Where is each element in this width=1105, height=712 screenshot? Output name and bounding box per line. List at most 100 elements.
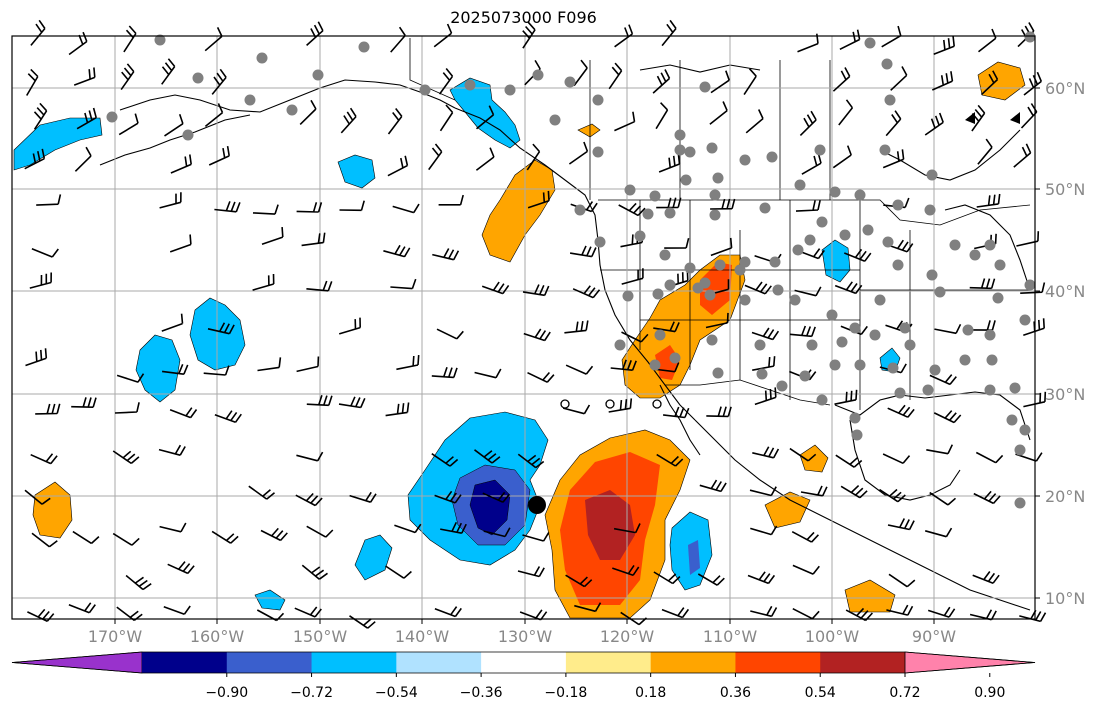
station-dot xyxy=(899,322,911,334)
blue-area-small-south xyxy=(354,534,393,581)
colorbar-segment xyxy=(142,652,228,673)
wind-barb xyxy=(747,571,776,585)
wind-barb xyxy=(933,410,962,424)
wind-barb xyxy=(792,607,820,620)
orange-area-gulf-of-california xyxy=(764,491,811,529)
lon-label-160w: 160°W xyxy=(190,627,245,646)
wind-barb xyxy=(929,491,957,506)
wind-barb xyxy=(834,389,858,405)
station-dot xyxy=(854,189,866,201)
wind-barb xyxy=(306,395,333,407)
station-dot xyxy=(594,236,606,248)
colorbar-tick-label: 0.18 xyxy=(635,685,666,701)
wind-barb xyxy=(749,486,777,497)
wind-barb xyxy=(750,525,778,536)
wind-barb xyxy=(74,146,92,172)
wind-barb xyxy=(169,407,198,419)
wind-barb xyxy=(306,280,333,292)
wind-barb xyxy=(31,532,58,548)
station-dot xyxy=(984,384,996,396)
wind-barb xyxy=(338,396,366,409)
wind-barb xyxy=(125,574,152,591)
wind-barb xyxy=(436,328,464,340)
station-dot xyxy=(1006,414,1018,426)
colorbar-segment xyxy=(650,652,736,673)
wind-barb xyxy=(1020,282,1046,294)
station-dot xyxy=(659,249,671,261)
station-dot xyxy=(699,81,711,93)
station-dot xyxy=(949,239,961,251)
wind-barb xyxy=(976,193,1001,208)
wind-barb xyxy=(392,203,420,214)
wind-barb xyxy=(306,21,324,46)
station-dot xyxy=(851,429,863,441)
station-dot xyxy=(869,329,881,341)
station-dot xyxy=(922,384,934,396)
wind-barb xyxy=(526,143,541,171)
station-dot xyxy=(814,144,826,156)
wind-barb xyxy=(387,108,403,135)
wind-barb xyxy=(977,138,993,165)
station-dot xyxy=(879,144,891,156)
station-dot xyxy=(766,151,778,163)
wind-barb xyxy=(527,190,550,209)
wind-barb xyxy=(697,573,725,586)
wind-barb xyxy=(886,604,914,616)
wind-barb xyxy=(306,525,334,538)
station-dot xyxy=(754,339,766,351)
wind-barb xyxy=(116,373,145,383)
wind-barb xyxy=(517,566,545,578)
orange-area-bc xyxy=(577,123,601,138)
station-dot xyxy=(984,329,996,341)
wind-barb xyxy=(612,564,640,577)
station-dot xyxy=(862,224,874,236)
wind-barb xyxy=(390,26,406,53)
wind-barb xyxy=(664,238,690,249)
border-us-canada xyxy=(598,199,1031,226)
colorbar-extend-high xyxy=(904,651,1036,674)
coast-arctic xyxy=(639,64,761,73)
borders xyxy=(409,38,1031,410)
station-dot xyxy=(969,249,981,261)
station-dot xyxy=(839,229,851,241)
open-circle-3 xyxy=(652,399,662,409)
station-dot xyxy=(642,208,654,220)
wind-barb xyxy=(118,113,139,136)
wind-barb xyxy=(890,66,908,91)
station-dot xyxy=(904,339,916,351)
open-circle-2 xyxy=(605,399,615,409)
wind-barb xyxy=(296,451,324,462)
map-title: 2025073000 F096 xyxy=(450,8,597,27)
red-area-southwest xyxy=(700,262,732,315)
wind-barb xyxy=(385,402,410,417)
lon-label-110w: 110°W xyxy=(703,627,758,646)
wind-barb xyxy=(751,327,780,341)
wind-barb xyxy=(658,153,681,173)
wind-barb xyxy=(710,70,730,94)
wind-barb xyxy=(978,28,997,53)
wind-barb xyxy=(661,607,690,619)
wind-barb xyxy=(527,371,555,383)
wind-barb xyxy=(1016,231,1040,247)
wind-barb xyxy=(112,532,140,546)
map-frame xyxy=(11,35,1036,620)
station-dot xyxy=(794,179,806,191)
station-dot xyxy=(664,207,676,219)
wind-barb xyxy=(969,278,996,290)
wind-barbs xyxy=(24,19,1047,629)
wind-barb xyxy=(211,530,239,544)
station-dot xyxy=(806,339,818,351)
blue-area-east-core xyxy=(688,540,700,575)
wind-barb xyxy=(169,234,192,253)
wind-barb xyxy=(438,194,464,206)
wind-barb xyxy=(795,200,821,212)
station-dot xyxy=(804,234,816,246)
lat-label-20n: 20°N xyxy=(1045,487,1085,506)
wind-barb xyxy=(396,355,420,371)
wind-barb xyxy=(1023,71,1043,96)
station-dot xyxy=(829,359,841,371)
station-dot xyxy=(849,322,861,334)
wind-barb xyxy=(387,155,409,177)
wind-barb xyxy=(844,248,872,262)
wind-barb xyxy=(610,359,637,371)
